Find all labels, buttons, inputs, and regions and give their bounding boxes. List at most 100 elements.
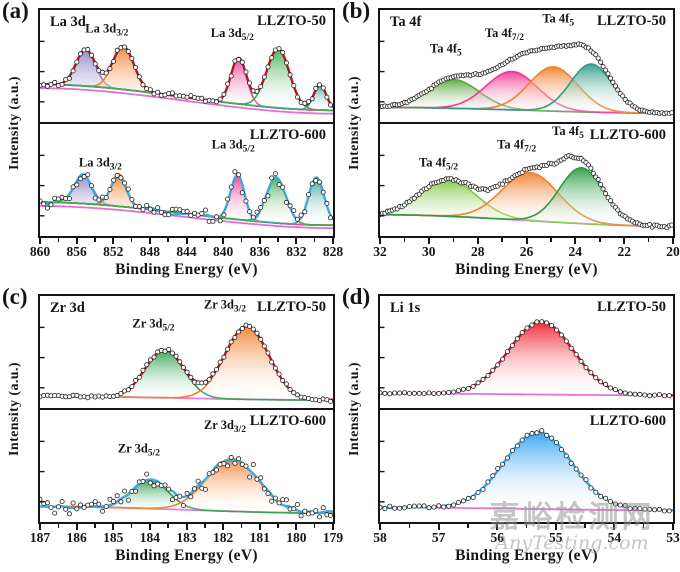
fit-envelope xyxy=(40,173,333,221)
panel-b: (b) Intensity (a.u.) Ta 4f5 Ta 4f7/2 Ta 4f5 T… xyxy=(340,0,680,286)
spectrum-svg: Ta 4f5 Ta 4f7/2 Ta 4f5 xyxy=(380,11,673,117)
x-tick xyxy=(148,524,151,530)
x-tick-label: 57 xyxy=(431,530,446,545)
x-minor-tick xyxy=(240,524,243,528)
x-minor-tick xyxy=(130,238,133,242)
x-minor-tick xyxy=(313,238,316,242)
component-peak xyxy=(40,48,333,111)
x-tick xyxy=(258,238,261,244)
x-tick xyxy=(554,524,557,530)
x-tick-label: 848 xyxy=(139,244,161,259)
x-tick-label: 183 xyxy=(176,530,197,545)
panel-d: (d) Intensity (a.u.) Li 1s LLZTO-50 LLZTO-60… xyxy=(340,284,680,572)
x-minor-tick xyxy=(240,238,243,242)
sample-label: LLZTO-50 xyxy=(596,13,666,29)
baseline-line xyxy=(40,87,333,115)
sample-label: LLZTO-50 xyxy=(596,299,666,315)
x-tick-label: 24 xyxy=(568,244,583,259)
peak-label: La 3d5/2 xyxy=(211,26,254,43)
subpanel-llzto-50: Ta 4f5 Ta 4f7/2 Ta 4f5 Ta 4f LLZTO-50 xyxy=(380,10,673,122)
x-tick-label: 179 xyxy=(322,530,344,545)
x-tick xyxy=(525,238,528,244)
x-tick xyxy=(112,524,115,530)
x-tick xyxy=(39,524,41,530)
sample-label: LLZTO-50 xyxy=(256,13,326,29)
spectrum-core-label: La 3d xyxy=(50,14,86,30)
component-peak xyxy=(40,326,333,401)
x-tick xyxy=(148,238,151,244)
component-peak xyxy=(380,432,673,511)
data-points xyxy=(380,41,673,117)
x-tick xyxy=(437,524,440,530)
peak-label: Ta 4f5 xyxy=(552,124,584,141)
panel-letter: (b) xyxy=(342,0,371,23)
x-tick-label: 180 xyxy=(286,530,307,545)
y-axis-title: Intensity (a.u.) xyxy=(7,76,22,170)
x-tick xyxy=(332,524,334,530)
data-points xyxy=(380,153,673,231)
x-tick-label: 828 xyxy=(322,244,344,259)
y-axis-title: Intensity (a.u.) xyxy=(347,362,362,456)
peak-label: Ta 4f7/2 xyxy=(485,26,524,43)
x-tick xyxy=(222,238,225,244)
baseline-line xyxy=(40,205,333,229)
subpanel-llzto-50: Zr 3d5/2 Zr 3d3/2 Zr 3d LLZTO-50 xyxy=(40,296,333,408)
x-tick xyxy=(75,524,78,530)
panel-letter: (d) xyxy=(342,284,371,309)
x-tick-label: 860 xyxy=(29,244,51,259)
x-tick xyxy=(613,524,616,530)
x-minor-tick xyxy=(277,238,279,242)
x-tick-label: 856 xyxy=(66,244,87,259)
component-peak xyxy=(380,64,673,114)
spectrum-core-label: Ta 4f xyxy=(390,14,422,30)
peak-label: La 3d5/2 xyxy=(212,138,255,155)
x-tick xyxy=(496,524,499,530)
x-tick-label: 186 xyxy=(66,530,87,545)
data-points xyxy=(40,322,333,404)
component-peak xyxy=(380,66,673,114)
x-tick-label: 28 xyxy=(470,244,485,259)
x-tick xyxy=(427,238,430,244)
x-tick-label: 852 xyxy=(103,244,124,259)
component-peak xyxy=(380,167,673,227)
sample-label: LLZTO-600 xyxy=(589,127,666,143)
x-tick-label: 53 xyxy=(666,530,680,545)
x-minor-tick xyxy=(501,238,503,242)
x-tick xyxy=(295,238,298,244)
subpanel-llzto-600: Zr 3d5/2 Zr 3d3/2 LLZTO-600 xyxy=(40,408,333,522)
x-tick-label: 22 xyxy=(617,244,631,259)
x-tick-label: 840 xyxy=(212,244,234,259)
x-axis-title: Binding Energy (eV) xyxy=(115,547,258,564)
x-minor-tick xyxy=(277,524,279,528)
sample-label: LLZTO-600 xyxy=(589,413,666,429)
x-tick-label: 20 xyxy=(666,244,680,259)
x-minor-tick xyxy=(408,524,411,528)
x-minor-tick xyxy=(599,238,601,242)
plot-area: Li 1s LLZTO-50 LLZTO-600 xyxy=(378,294,675,524)
x-tick xyxy=(222,524,225,530)
x-minor-tick xyxy=(57,524,60,528)
x-minor-tick xyxy=(204,238,206,242)
panel-a: (a) Intensity (a.u.) La 3d3/2 La 3d5/2 La 3d… xyxy=(0,0,344,286)
component-peak xyxy=(40,177,333,226)
x-tick-label: 55 xyxy=(549,530,563,545)
data-points xyxy=(40,169,333,225)
x-minor-tick xyxy=(204,524,206,528)
peak-label: Ta 4f5/2 xyxy=(419,156,458,173)
x-minor-tick xyxy=(584,524,586,528)
x-minor-tick xyxy=(130,524,133,528)
spectrum-svg: Zr 3d5/2 Zr 3d3/2 xyxy=(40,418,333,520)
component-peak xyxy=(40,458,333,514)
x-minor-tick xyxy=(94,238,96,242)
x-tick xyxy=(379,238,381,244)
component-peak xyxy=(380,321,673,396)
x-tick-label: 26 xyxy=(519,244,534,259)
plot-area: Zr 3d5/2 Zr 3d3/2 Zr 3d LLZTO-50 Zr 3d5/2 Zr … xyxy=(38,294,335,524)
data-points xyxy=(380,428,672,514)
x-tick-label: 30 xyxy=(422,244,436,259)
x-axis: 187 186 185 184 183 182 181 180 179 xyxy=(30,524,343,548)
peak-label: Ta 4f5 xyxy=(430,42,462,59)
x-tick-label: 185 xyxy=(103,530,124,545)
data-points xyxy=(380,319,672,399)
x-axis-title: Binding Energy (eV) xyxy=(115,261,258,278)
